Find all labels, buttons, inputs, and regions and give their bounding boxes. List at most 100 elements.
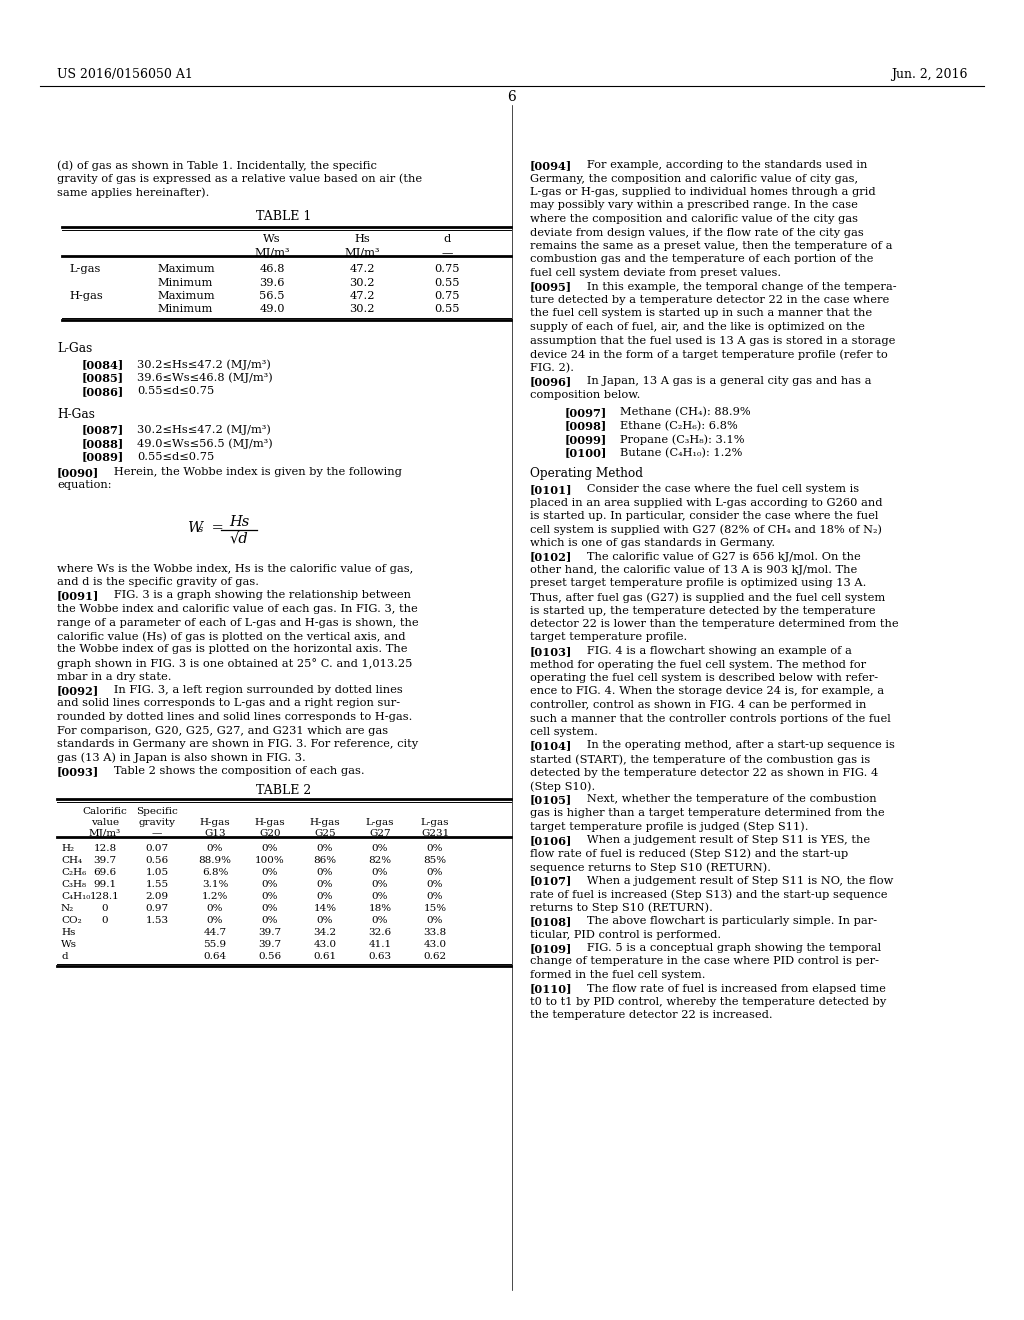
Text: For example, according to the standards used in: For example, according to the standards …	[575, 160, 867, 170]
Text: [0093]: [0093]	[57, 766, 99, 777]
Text: Consider the case where the fuel cell system is: Consider the case where the fuel cell sy…	[575, 484, 859, 494]
Text: 100%: 100%	[255, 855, 285, 865]
Text: [0095]: [0095]	[530, 281, 572, 293]
Text: Specific: Specific	[136, 807, 178, 816]
Text: t0 to t1 by PID control, whereby the temperature detected by: t0 to t1 by PID control, whereby the tem…	[530, 997, 886, 1007]
Text: 0%: 0%	[316, 892, 333, 902]
Text: Calorific: Calorific	[83, 807, 127, 816]
Text: C₂H₆: C₂H₆	[61, 869, 86, 876]
Text: method for operating the fuel cell system. The method for: method for operating the fuel cell syste…	[530, 660, 866, 669]
Text: 0%: 0%	[427, 869, 443, 876]
Text: [0109]: [0109]	[530, 942, 572, 954]
Text: 55.9: 55.9	[204, 940, 226, 949]
Text: standards in Germany are shown in FIG. 3. For reference, city: standards in Germany are shown in FIG. 3…	[57, 739, 418, 748]
Text: [0089]: [0089]	[82, 451, 124, 462]
Text: cell system.: cell system.	[530, 727, 598, 737]
Text: H-gas: H-gas	[255, 818, 286, 828]
Text: sequence returns to Step S10 (RETURN).: sequence returns to Step S10 (RETURN).	[530, 862, 771, 873]
Text: 0.97: 0.97	[145, 904, 169, 913]
Text: 0%: 0%	[262, 916, 279, 925]
Text: supply of each of fuel, air, and the like is optimized on the: supply of each of fuel, air, and the lik…	[530, 322, 865, 333]
Text: G27: G27	[370, 829, 391, 838]
Text: controller, control as shown in FIG. 4 can be performed in: controller, control as shown in FIG. 4 c…	[530, 700, 866, 710]
Text: 14%: 14%	[313, 904, 337, 913]
Text: The calorific value of G27 is 656 kJ/mol. On the: The calorific value of G27 is 656 kJ/mol…	[575, 552, 861, 561]
Text: 0: 0	[101, 916, 109, 925]
Text: 0%: 0%	[372, 869, 388, 876]
Text: Ws: Ws	[263, 235, 281, 244]
Text: —: —	[441, 248, 453, 257]
Text: 32.6: 32.6	[369, 928, 391, 937]
Text: 56.5: 56.5	[259, 290, 285, 301]
Text: flow rate of fuel is reduced (Step S12) and the start-up: flow rate of fuel is reduced (Step S12) …	[530, 849, 848, 859]
Text: 0.55: 0.55	[434, 277, 460, 288]
Text: CH₄: CH₄	[61, 855, 82, 865]
Text: (Step S10).: (Step S10).	[530, 781, 595, 792]
Text: The above flowchart is particularly simple. In par-: The above flowchart is particularly simp…	[575, 916, 878, 927]
Text: rounded by dotted lines and solid lines corresponds to H-gas.: rounded by dotted lines and solid lines …	[57, 711, 413, 722]
Text: 15%: 15%	[424, 904, 446, 913]
Text: d: d	[61, 952, 68, 961]
Text: Table 2 shows the composition of each gas.: Table 2 shows the composition of each ga…	[103, 766, 365, 776]
Text: H-gas: H-gas	[69, 290, 102, 301]
Text: [0096]: [0096]	[530, 376, 572, 387]
Text: FIG. 4 is a flowchart showing an example of a: FIG. 4 is a flowchart showing an example…	[575, 645, 852, 656]
Text: 0%: 0%	[316, 916, 333, 925]
Text: 0.61: 0.61	[313, 952, 337, 961]
Text: Methane (CH₄): 88.9%: Methane (CH₄): 88.9%	[620, 407, 751, 417]
Text: [0086]: [0086]	[82, 385, 124, 397]
Text: Maximum: Maximum	[157, 290, 215, 301]
Text: =: =	[207, 521, 224, 536]
Text: placed in an area supplied with L-gas according to G260 and: placed in an area supplied with L-gas ac…	[530, 498, 883, 507]
Text: 0%: 0%	[262, 869, 279, 876]
Text: 0%: 0%	[427, 916, 443, 925]
Text: 44.7: 44.7	[204, 928, 226, 937]
Text: assumption that the fuel used is 13 A gas is stored in a storage: assumption that the fuel used is 13 A ga…	[530, 335, 895, 346]
Text: 49.0≤Ws≤56.5 (MJ/m³): 49.0≤Ws≤56.5 (MJ/m³)	[137, 438, 272, 449]
Text: graph shown in FIG. 3 is one obtained at 25° C. and 1,013.25: graph shown in FIG. 3 is one obtained at…	[57, 657, 413, 669]
Text: 0%: 0%	[207, 916, 223, 925]
Text: ture detected by a temperature detector 22 in the case where: ture detected by a temperature detector …	[530, 294, 889, 305]
Text: 0%: 0%	[427, 880, 443, 888]
Text: For comparison, G20, G25, G27, and G231 which are gas: For comparison, G20, G25, G27, and G231 …	[57, 726, 388, 735]
Text: d: d	[443, 235, 451, 244]
Text: L-gas: L-gas	[69, 264, 100, 275]
Text: detector 22 is lower than the temperature determined from the: detector 22 is lower than the temperatur…	[530, 619, 899, 630]
Text: 41.1: 41.1	[369, 940, 391, 949]
Text: Next, whether the temperature of the combustion: Next, whether the temperature of the com…	[575, 795, 877, 804]
Text: combustion gas and the temperature of each portion of the: combustion gas and the temperature of ea…	[530, 255, 873, 264]
Text: 33.8: 33.8	[424, 928, 446, 937]
Text: MJ/m³: MJ/m³	[89, 829, 121, 838]
Text: the Wobbe index and calorific value of each gas. In FIG. 3, the: the Wobbe index and calorific value of e…	[57, 605, 418, 614]
Text: 39.7: 39.7	[258, 928, 282, 937]
Text: 6: 6	[508, 90, 516, 104]
Text: 0.56: 0.56	[145, 855, 169, 865]
Text: [0110]: [0110]	[530, 983, 572, 994]
Text: 1.53: 1.53	[145, 916, 169, 925]
Text: When a judgement result of Step S11 is YES, the: When a judgement result of Step S11 is Y…	[575, 836, 870, 845]
Text: [0103]: [0103]	[530, 645, 572, 657]
Text: In FIG. 3, a left region surrounded by dotted lines: In FIG. 3, a left region surrounded by d…	[103, 685, 402, 696]
Text: H₂: H₂	[61, 843, 74, 853]
Text: 128.1: 128.1	[90, 892, 120, 902]
Text: TABLE 2: TABLE 2	[256, 784, 311, 797]
Text: FIG. 3 is a graph showing the relationship between: FIG. 3 is a graph showing the relationsh…	[103, 590, 411, 601]
Text: 2.09: 2.09	[145, 892, 169, 902]
Text: change of temperature in the case where PID control is per-: change of temperature in the case where …	[530, 957, 879, 966]
Text: 0.75: 0.75	[434, 290, 460, 301]
Text: and solid lines corresponds to L-gas and a right region sur-: and solid lines corresponds to L-gas and…	[57, 698, 400, 709]
Text: Thus, after fuel gas (G27) is supplied and the fuel cell system: Thus, after fuel gas (G27) is supplied a…	[530, 591, 886, 602]
Text: 0.64: 0.64	[204, 952, 226, 961]
Text: 18%: 18%	[369, 904, 391, 913]
Text: 0%: 0%	[316, 869, 333, 876]
Text: 0: 0	[101, 904, 109, 913]
Text: is started up. In particular, consider the case where the fuel: is started up. In particular, consider t…	[530, 511, 879, 521]
Text: detected by the temperature detector 22 as shown in FIG. 4: detected by the temperature detector 22 …	[530, 767, 879, 777]
Text: 12.8: 12.8	[93, 843, 117, 853]
Text: Operating Method: Operating Method	[530, 467, 643, 480]
Text: [0100]: [0100]	[565, 447, 607, 458]
Text: [0097]: [0097]	[565, 407, 607, 418]
Text: fuel cell system deviate from preset values.: fuel cell system deviate from preset val…	[530, 268, 781, 279]
Text: started (START), the temperature of the combustion gas is: started (START), the temperature of the …	[530, 754, 870, 764]
Text: 34.2: 34.2	[313, 928, 337, 937]
